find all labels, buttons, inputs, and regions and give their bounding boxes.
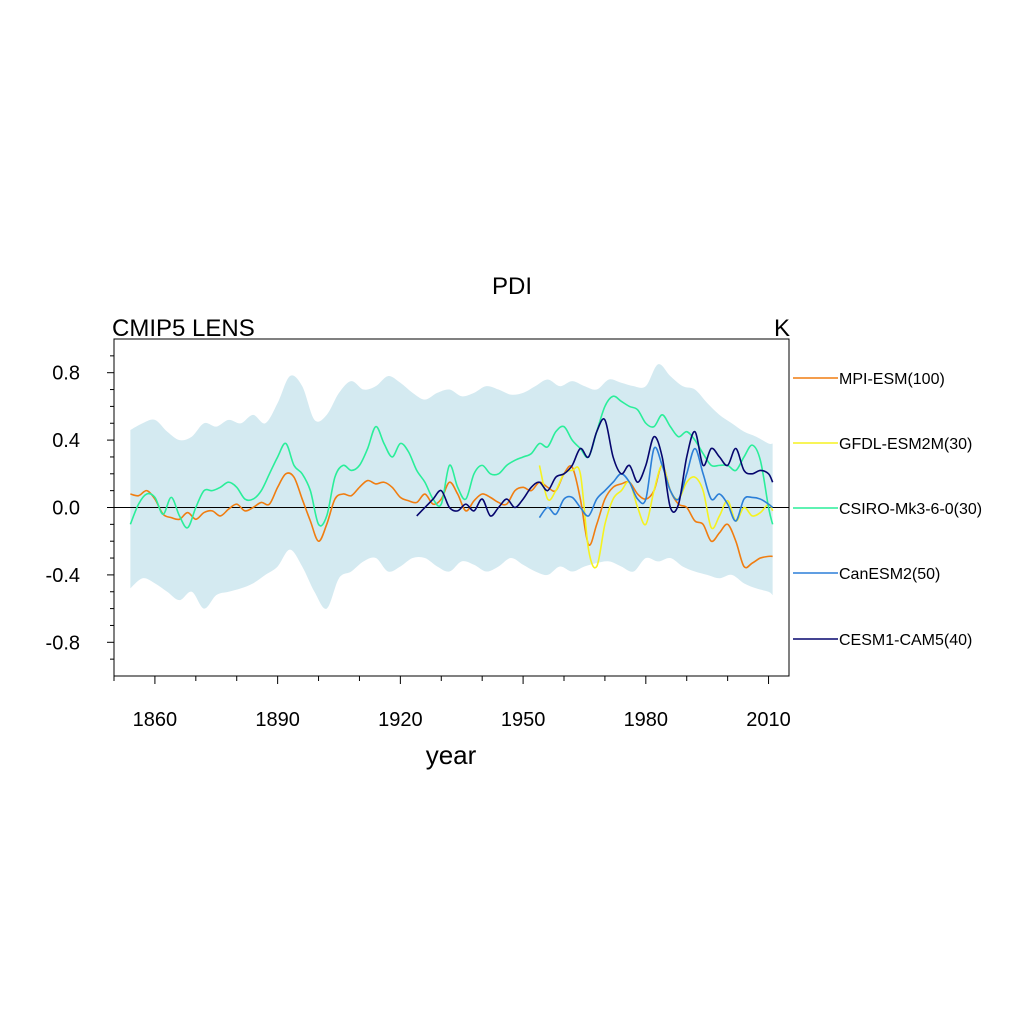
left-subtitle: CMIP5 LENS [112,315,255,342]
chart-title: PDI [492,273,532,300]
legend: MPI-ESM(100) GFDL-ESM2M(30) CSIRO-Mk3-6-0(… [793,371,982,649]
y-tick-label: 0.0 [52,498,80,520]
x-tick-label: 1980 [624,709,669,731]
plot-layer [114,364,789,609]
x-tick-label: 1890 [255,709,300,731]
legend-label-1: GFDL-ESM2M(30) [839,436,972,453]
series-line-2 [129,395,774,529]
y-tick-label: -0.4 [46,565,80,587]
legend-label-2: CSIRO-Mk3-6-0(30) [839,501,982,518]
x-tick-label: 1920 [378,709,423,731]
series-line-4 [416,418,774,517]
x-tick-label: 1950 [501,709,546,731]
y-tick-label: -0.8 [46,632,80,654]
right-subtitle: K [774,315,790,342]
x-tick-label: 2010 [746,709,791,731]
legend-label-0: MPI-ESM(100) [839,371,945,388]
legend-label-3: CanESM2(50) [839,566,940,583]
x-tick-label: 1860 [133,709,178,731]
axis-layer: 0.8 0.4 0.0 -0.4 -0.8 1860 1890 1920 1950 1980 201… [46,338,791,731]
x-axis-label: year [426,740,477,770]
y-tick-label: 0.4 [52,430,80,452]
spread-band [130,364,773,609]
y-tick-label: 0.8 [52,363,80,385]
legend-label-4: CESM1-CAM5(40) [839,632,972,649]
series-line-3 [538,446,774,522]
